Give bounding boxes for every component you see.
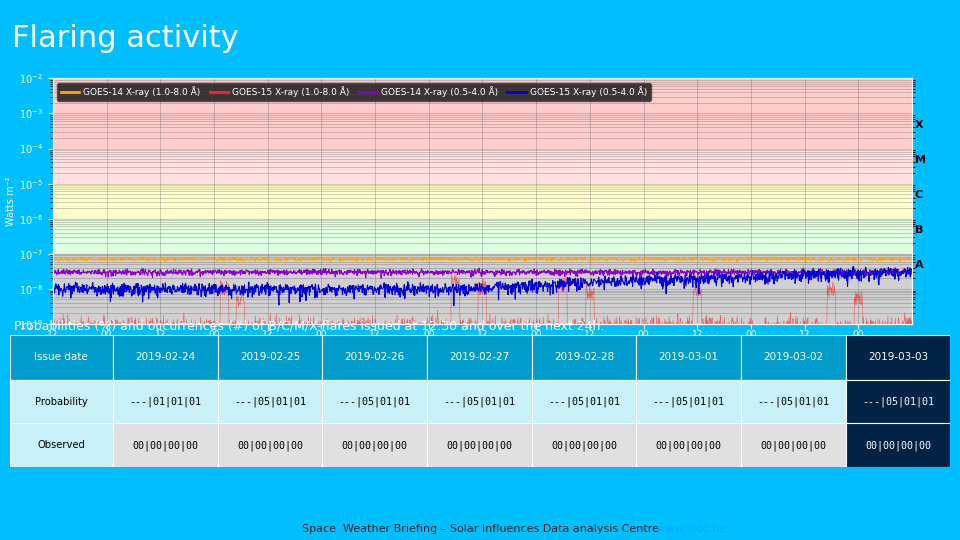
Text: 2019-03-01: 2019-03-01	[659, 352, 719, 362]
Text: www.sidc.be: www.sidc.be	[653, 524, 726, 534]
Text: 00|00|00|00: 00|00|00|00	[446, 440, 513, 450]
Text: Issue date: Issue date	[35, 352, 88, 362]
FancyBboxPatch shape	[741, 380, 846, 423]
Text: 2019-02-25: 2019-02-25	[240, 352, 300, 362]
Text: 2019-03-03: 2019-03-03	[868, 352, 928, 362]
Text: 00|00|00|00: 00|00|00|00	[551, 440, 617, 450]
FancyBboxPatch shape	[532, 380, 636, 423]
Bar	[53, 184, 912, 219]
Bar	[53, 219, 912, 254]
FancyBboxPatch shape	[10, 335, 113, 380]
FancyBboxPatch shape	[532, 423, 636, 467]
Text: ---|05|01|01: ---|05|01|01	[653, 396, 725, 407]
Text: 00|00|00|00: 00|00|00|00	[865, 440, 931, 450]
Text: 00|00|00|00: 00|00|00|00	[656, 440, 722, 450]
FancyBboxPatch shape	[323, 380, 427, 423]
Text: 00|00|00|00: 00|00|00|00	[342, 440, 408, 450]
FancyBboxPatch shape	[741, 335, 846, 380]
FancyBboxPatch shape	[113, 335, 218, 380]
Text: Space  Weather Briefing – Solar Influences Data analysis Centre: Space Weather Briefing – Solar Influence…	[301, 524, 659, 534]
FancyBboxPatch shape	[323, 335, 427, 380]
Text: 00|00|00|00: 00|00|00|00	[237, 440, 303, 450]
FancyBboxPatch shape	[427, 380, 532, 423]
FancyBboxPatch shape	[10, 380, 113, 423]
FancyBboxPatch shape	[113, 380, 218, 423]
FancyBboxPatch shape	[532, 335, 636, 380]
FancyBboxPatch shape	[846, 380, 950, 423]
Text: 2019-03-02: 2019-03-02	[763, 352, 824, 362]
Legend: GOES-14 X-ray (1.0-8.0 Å), GOES-15 X-ray (1.0-8.0 Å), GOES-14 X-ray (0.5-4.0 Å),: GOES-14 X-ray (1.0-8.0 Å), GOES-15 X-ray…	[58, 83, 651, 101]
FancyBboxPatch shape	[427, 335, 532, 380]
FancyBboxPatch shape	[636, 335, 741, 380]
FancyBboxPatch shape	[218, 335, 323, 380]
FancyBboxPatch shape	[636, 380, 741, 423]
Text: ---|05|01|01: ---|05|01|01	[234, 396, 306, 407]
FancyBboxPatch shape	[846, 335, 950, 380]
Bar	[53, 254, 912, 324]
FancyBboxPatch shape	[846, 423, 950, 467]
Text: Probabilities (%) and occurrences (#) of B/C/M/X-flares issued at 12:30 and over: Probabilities (%) and occurrences (#) of…	[14, 320, 605, 333]
Bar	[53, 148, 912, 184]
FancyBboxPatch shape	[10, 423, 113, 467]
Text: ---|05|01|01: ---|05|01|01	[339, 396, 411, 407]
FancyBboxPatch shape	[323, 423, 427, 467]
Bar	[53, 78, 912, 148]
Text: Probability: Probability	[35, 396, 87, 407]
Text: Flaring activity: Flaring activity	[12, 24, 238, 53]
FancyBboxPatch shape	[636, 423, 741, 467]
Text: 00|00|00|00: 00|00|00|00	[132, 440, 199, 450]
Text: ---|01|01|01: ---|01|01|01	[130, 396, 202, 407]
Text: Observed: Observed	[37, 440, 85, 450]
Text: 2019-02-26: 2019-02-26	[345, 352, 405, 362]
Text: ---|05|01|01: ---|05|01|01	[548, 396, 620, 407]
Text: 2019-02-28: 2019-02-28	[554, 352, 614, 362]
Text: 2019-02-24: 2019-02-24	[135, 352, 196, 362]
FancyBboxPatch shape	[741, 423, 846, 467]
X-axis label: begin time: 2019-02-24 12:00:00 UTC: begin time: 2019-02-24 12:00:00 UTC	[384, 354, 581, 364]
Text: ---|05|01|01: ---|05|01|01	[757, 396, 829, 407]
FancyBboxPatch shape	[218, 380, 323, 423]
FancyBboxPatch shape	[427, 423, 532, 467]
Text: 2019-02-27: 2019-02-27	[449, 352, 510, 362]
FancyBboxPatch shape	[113, 423, 218, 467]
Text: 00|00|00|00: 00|00|00|00	[760, 440, 827, 450]
Y-axis label: Watts m⁻²: Watts m⁻²	[6, 177, 16, 226]
Text: ---|05|01|01: ---|05|01|01	[862, 396, 934, 407]
FancyBboxPatch shape	[218, 423, 323, 467]
Text: ---|05|01|01: ---|05|01|01	[444, 396, 516, 407]
